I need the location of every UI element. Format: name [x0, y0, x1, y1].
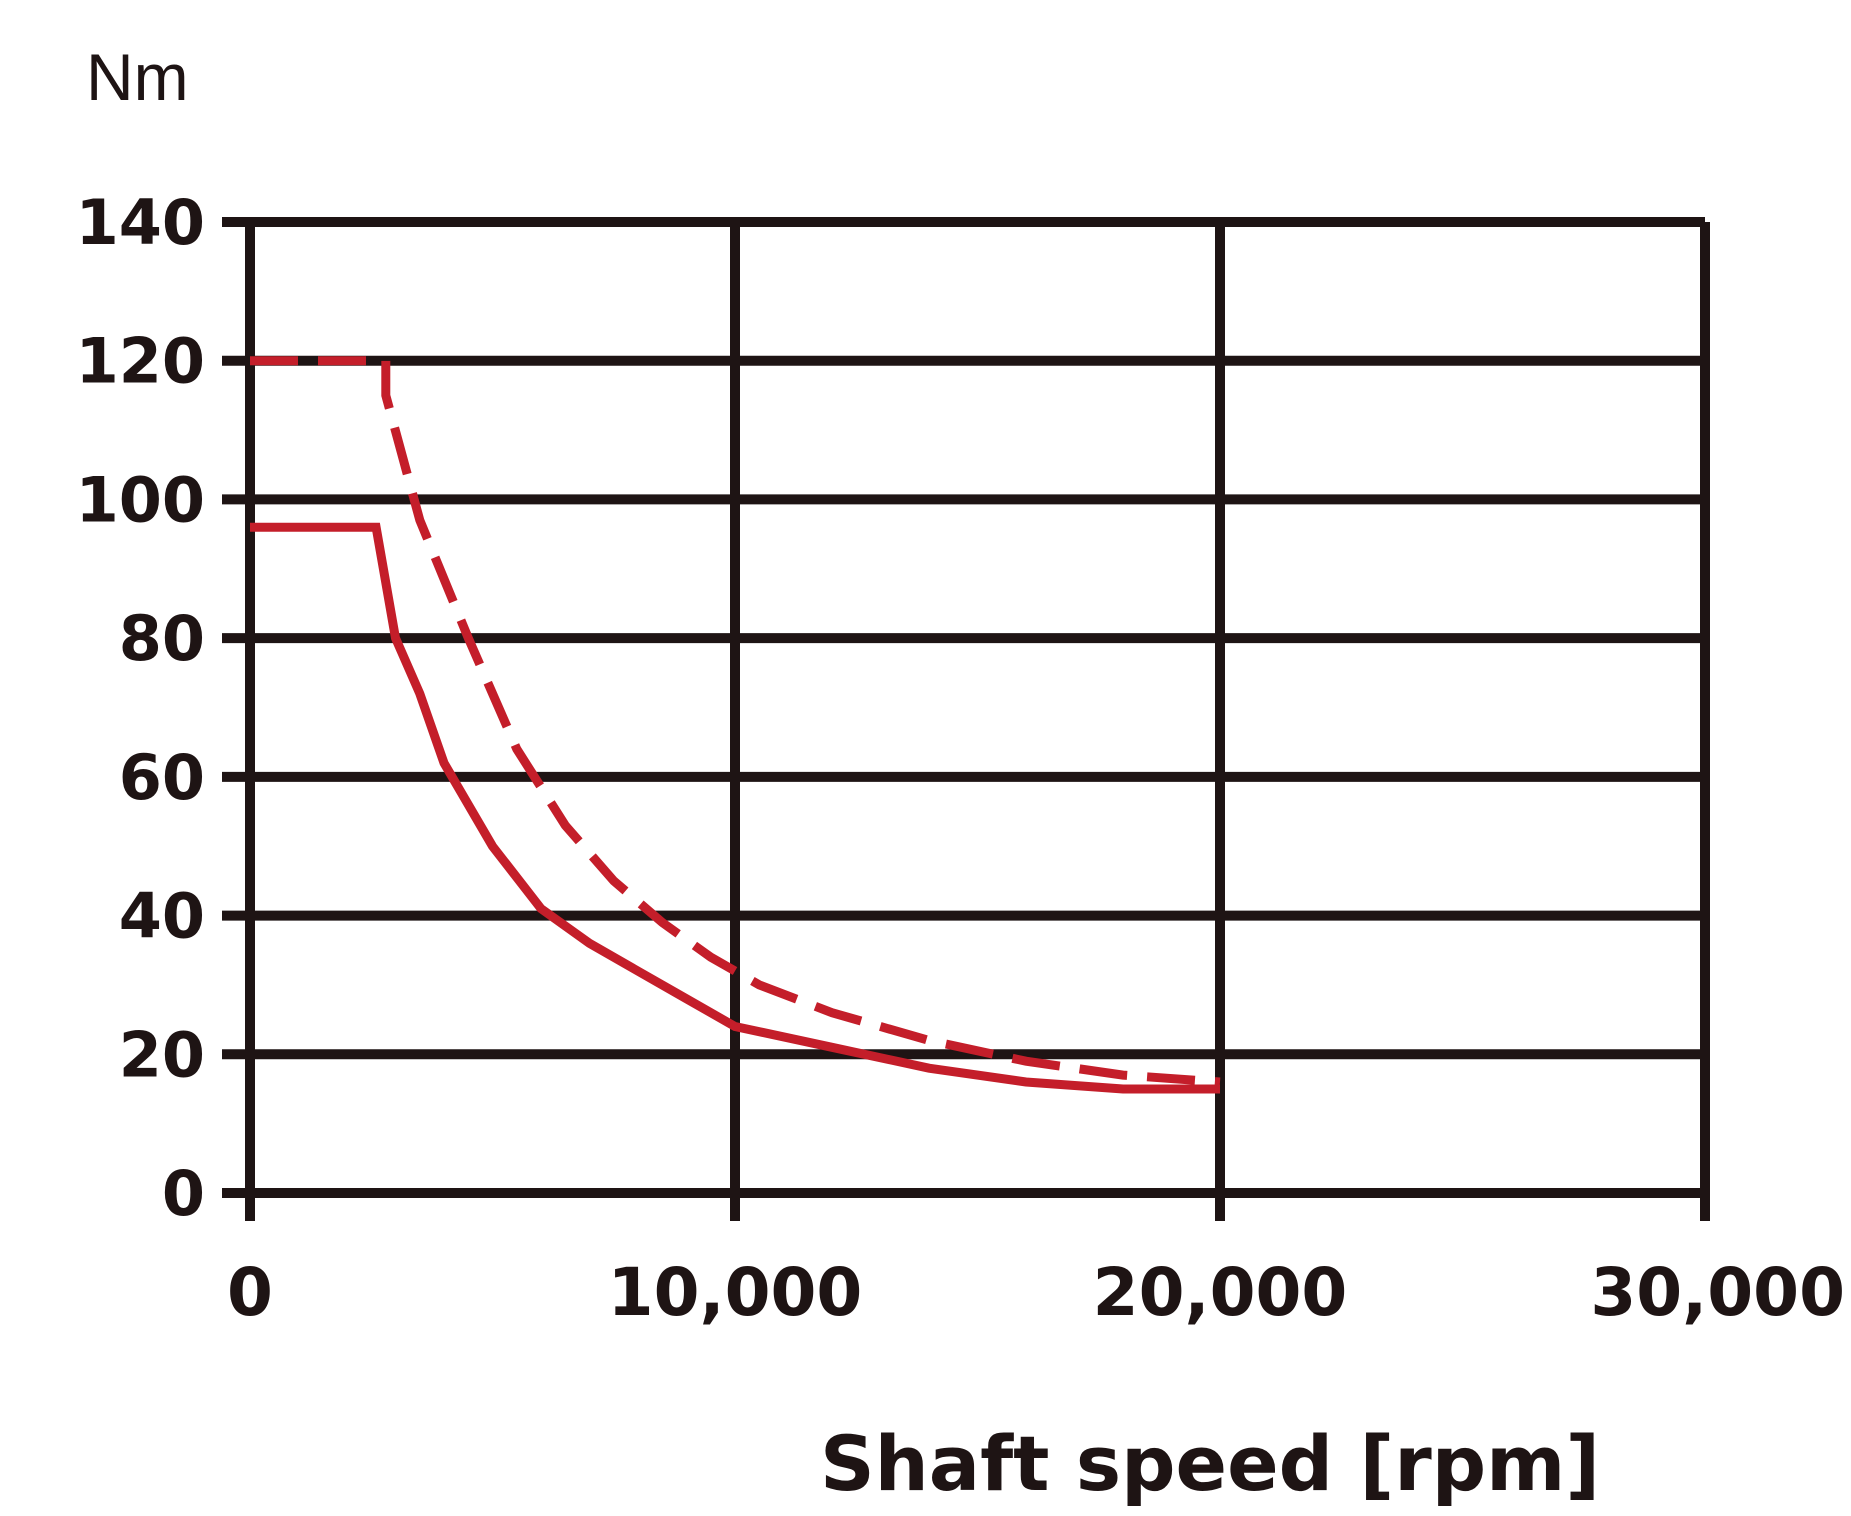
x-tick-label: 10,000	[608, 1254, 863, 1331]
series-dashed-line	[250, 356, 1221, 1087]
x-tick-label: 30,000	[1590, 1254, 1845, 1331]
y-tick-label: 80	[119, 602, 205, 675]
y-tick-label: 40	[119, 880, 205, 953]
y-axis-unit-label: Nm	[86, 40, 189, 114]
y-tick-label: 0	[162, 1157, 205, 1230]
x-tick-label: 20,000	[1093, 1254, 1348, 1331]
y-tick-label: 100	[76, 463, 205, 536]
y-tick-label: 60	[119, 741, 205, 814]
y-tick-label: 120	[76, 325, 205, 398]
x-axis-title: Shaft speed [rpm]	[820, 1419, 1600, 1508]
series-solid-line	[250, 522, 1220, 1094]
tick-labels: 0 20 40 60 80 100 120 140 0 10,000 20,000 30,000	[76, 186, 1845, 1331]
x-tick-label: 0	[227, 1254, 273, 1331]
y-tick-label: 20	[119, 1018, 205, 1091]
series-layer	[250, 356, 1221, 1094]
y-tick-label: 140	[76, 186, 205, 259]
chart-grid	[222, 217, 1710, 1221]
